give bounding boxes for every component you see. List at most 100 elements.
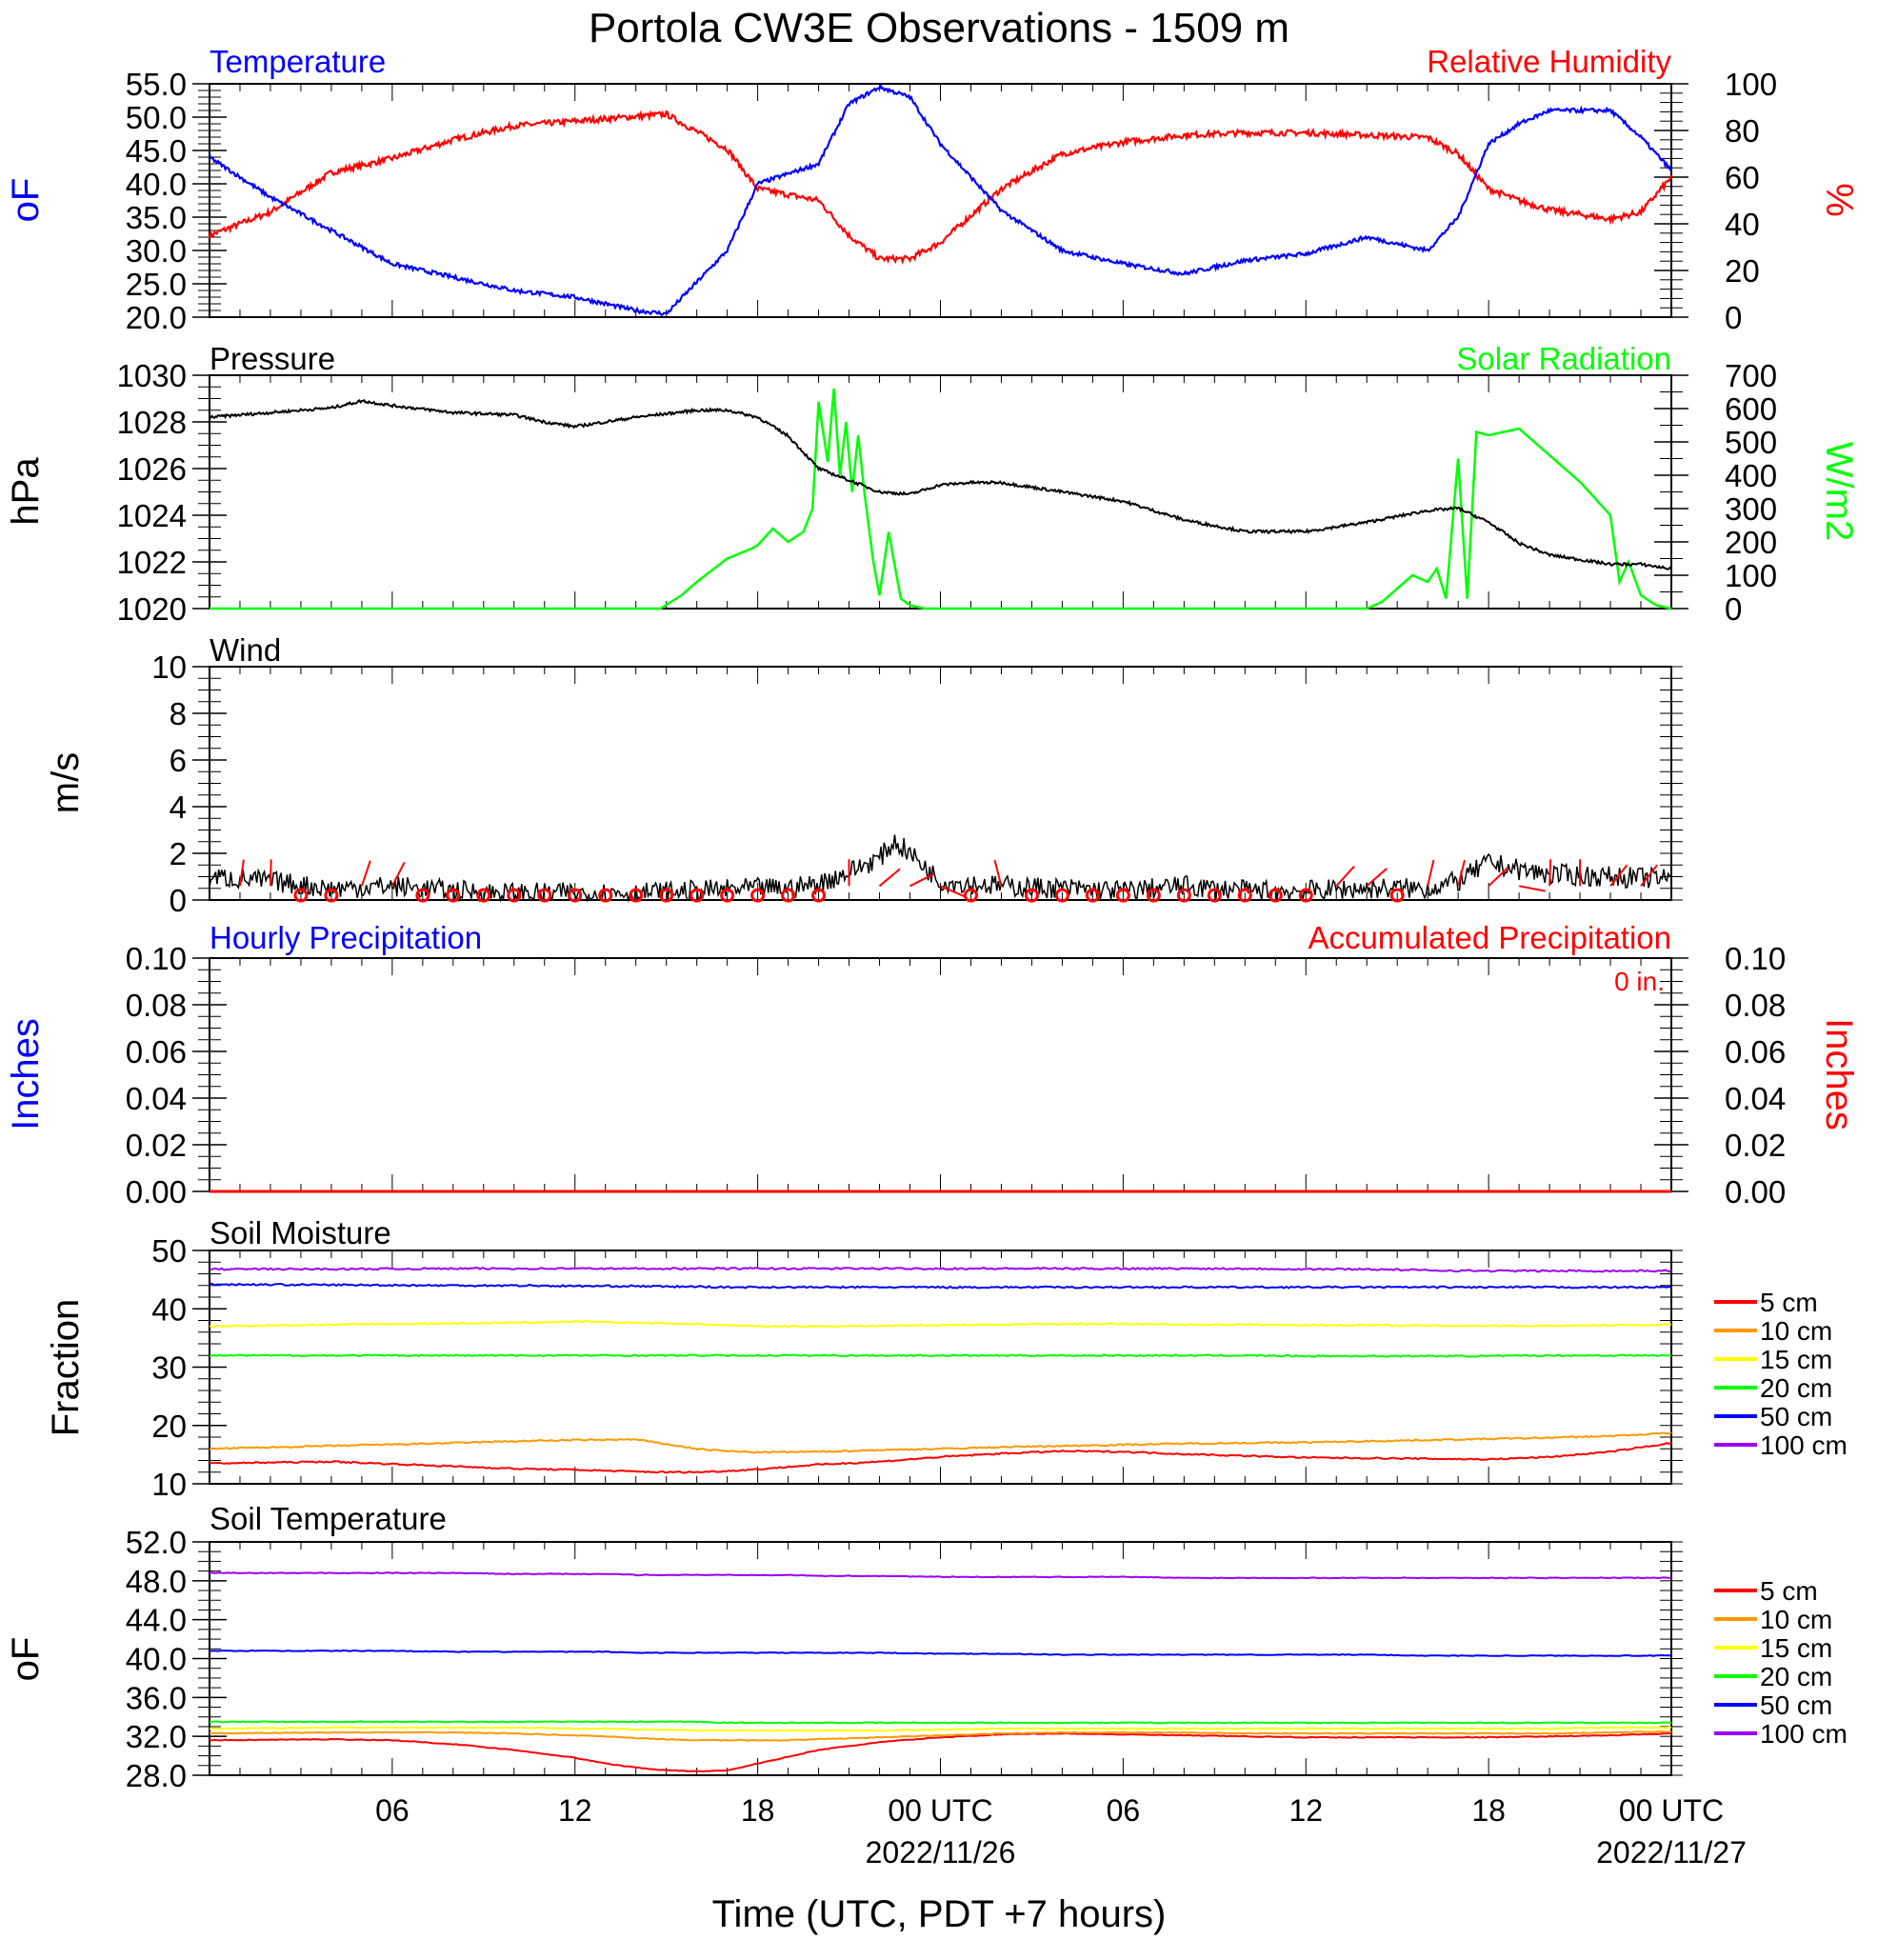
y-tick-label: 45.0 xyxy=(126,133,187,169)
y2-tick-label: 700 xyxy=(1725,358,1777,393)
y2-tick-label: 600 xyxy=(1725,391,1777,427)
y-unit-left: m/s xyxy=(45,752,87,813)
panel-temperature-rh-frame xyxy=(210,84,1671,317)
y2-tick-label: 100 xyxy=(1725,558,1777,593)
y-tick-label: 50.0 xyxy=(126,100,187,135)
y-tick-label: 40.0 xyxy=(126,167,187,202)
series-soil-temperature xyxy=(210,1572,1671,1578)
legend-label: 15 cm xyxy=(1760,1345,1832,1374)
y-tick-label: 4 xyxy=(170,790,187,825)
series-soil-moisture xyxy=(210,1284,1671,1289)
x-tick-label: 06 xyxy=(1107,1793,1141,1828)
legend-label: 100 cm xyxy=(1760,1719,1848,1749)
wind-barb xyxy=(1488,868,1508,886)
y-tick-label: 0.06 xyxy=(126,1034,187,1070)
y-tick-label: 30.0 xyxy=(126,233,187,269)
series-soil-temperature xyxy=(210,1650,1671,1656)
y-tick-label: 2 xyxy=(170,836,187,871)
y-tick-label: 35.0 xyxy=(126,200,187,235)
y-unit-right: Inches xyxy=(1818,1018,1860,1130)
legend-label: 15 cm xyxy=(1760,1633,1832,1663)
y-unit-left: hPa xyxy=(5,457,47,526)
y2-tick-label: 60 xyxy=(1725,160,1760,195)
panel-temperature-rh: 20.025.030.035.040.045.050.055.002040608… xyxy=(5,44,1860,335)
y2-tick-label: 200 xyxy=(1725,525,1777,560)
series-soil-moisture xyxy=(210,1268,1671,1271)
y2-tick-label: 100 xyxy=(1725,67,1777,102)
chart-title: Portola CW3E Observations - 1509 m xyxy=(589,5,1289,51)
y-tick-label: 0.08 xyxy=(126,988,187,1023)
y2-tick-label: 400 xyxy=(1725,458,1777,493)
y2-tick-label: 0 xyxy=(1725,591,1742,627)
left-title-temperature: Temperature xyxy=(210,44,386,79)
wind-barb xyxy=(910,874,934,887)
wind-barb xyxy=(1549,859,1550,886)
wind-barb xyxy=(362,861,370,887)
y-tick-label: 40 xyxy=(151,1291,187,1327)
y-tick-label: 52.0 xyxy=(126,1525,187,1560)
y-tick-label: 10 xyxy=(151,650,187,685)
y2-tick-label: 500 xyxy=(1725,425,1777,460)
series-temperature xyxy=(210,86,1671,315)
right-title-rh: Relative Humidity xyxy=(1427,44,1671,79)
series-soil-temperature xyxy=(210,1721,1671,1723)
wind-barb xyxy=(1336,867,1354,887)
wind-barb xyxy=(270,859,271,886)
wind-barb xyxy=(1458,860,1465,886)
y-tick-label: 1026 xyxy=(117,451,187,487)
y2-tick-label: 0.00 xyxy=(1725,1174,1786,1210)
x-date-label: 2022/11/27 xyxy=(1596,1835,1747,1870)
y-unit-left: oF xyxy=(5,178,47,223)
y-tick-label: 1028 xyxy=(117,405,187,440)
y2-tick-label: 0.04 xyxy=(1725,1081,1786,1116)
y2-tick-label: 80 xyxy=(1725,113,1760,149)
legend-label: 50 cm xyxy=(1760,1690,1832,1720)
series-pressure xyxy=(210,400,1671,570)
x-tick-label: 00 UTC xyxy=(888,1793,992,1828)
x-tick-label: 12 xyxy=(1289,1793,1323,1828)
wind-barb xyxy=(1519,886,1545,890)
y-tick-label: 44.0 xyxy=(126,1603,187,1638)
y-tick-label: 8 xyxy=(170,696,187,731)
panel-precipitation: 0.000.020.040.060.080.100.000.020.040.06… xyxy=(5,920,1860,1210)
y-tick-label: 32.0 xyxy=(126,1719,187,1754)
y-unit-right: W/m2 xyxy=(1818,442,1860,541)
panel-wind-frame xyxy=(210,667,1671,900)
left-title-pressure: Pressure xyxy=(210,341,335,376)
precip-total-label: 0 in. xyxy=(1614,967,1665,996)
x-date-label: 2022/11/26 xyxy=(866,1835,1016,1870)
y-tick-label: 48.0 xyxy=(126,1564,187,1599)
x-tick-label: 18 xyxy=(741,1793,775,1828)
x-tick-label: 00 UTC xyxy=(1619,1793,1724,1828)
y-tick-label: 55.0 xyxy=(126,67,187,102)
legend-label: 50 cm xyxy=(1760,1402,1832,1431)
y-tick-label: 40.0 xyxy=(126,1642,187,1677)
series-soil-temperature xyxy=(210,1731,1671,1741)
y-unit-left: Inches xyxy=(5,1018,47,1130)
series-soil-moisture xyxy=(210,1321,1671,1327)
y-tick-label: 1024 xyxy=(117,498,187,533)
right-title-accum-precip: Accumulated Precipitation xyxy=(1308,920,1671,955)
left-title-hourly-precip: Hourly Precipitation xyxy=(210,920,482,955)
series-soil-moisture xyxy=(210,1432,1671,1453)
y-tick-label: 50 xyxy=(151,1233,187,1269)
y-unit-left: Fraction xyxy=(45,1299,87,1437)
y-tick-label: 1022 xyxy=(117,545,187,580)
series-relative-humidity xyxy=(210,111,1671,262)
y-tick-label: 30 xyxy=(151,1350,187,1386)
legend-label: 20 cm xyxy=(1760,1662,1832,1691)
panels: 20.025.030.035.040.045.050.055.002040608… xyxy=(5,44,1860,1793)
y2-tick-label: 300 xyxy=(1725,491,1777,527)
y-tick-label: 20 xyxy=(151,1409,187,1444)
wind-barb xyxy=(1428,860,1433,886)
y-tick-label: 0 xyxy=(170,883,187,918)
y2-tick-label: 20 xyxy=(1725,253,1760,289)
y2-tick-label: 0.06 xyxy=(1725,1034,1786,1070)
series-solar-radiation xyxy=(210,389,1671,609)
panel-pressure-solar: 1020102210241026102810300100200300400500… xyxy=(5,341,1860,627)
y-tick-label: 20.0 xyxy=(126,300,187,335)
y2-tick-label: 0.08 xyxy=(1725,988,1786,1023)
